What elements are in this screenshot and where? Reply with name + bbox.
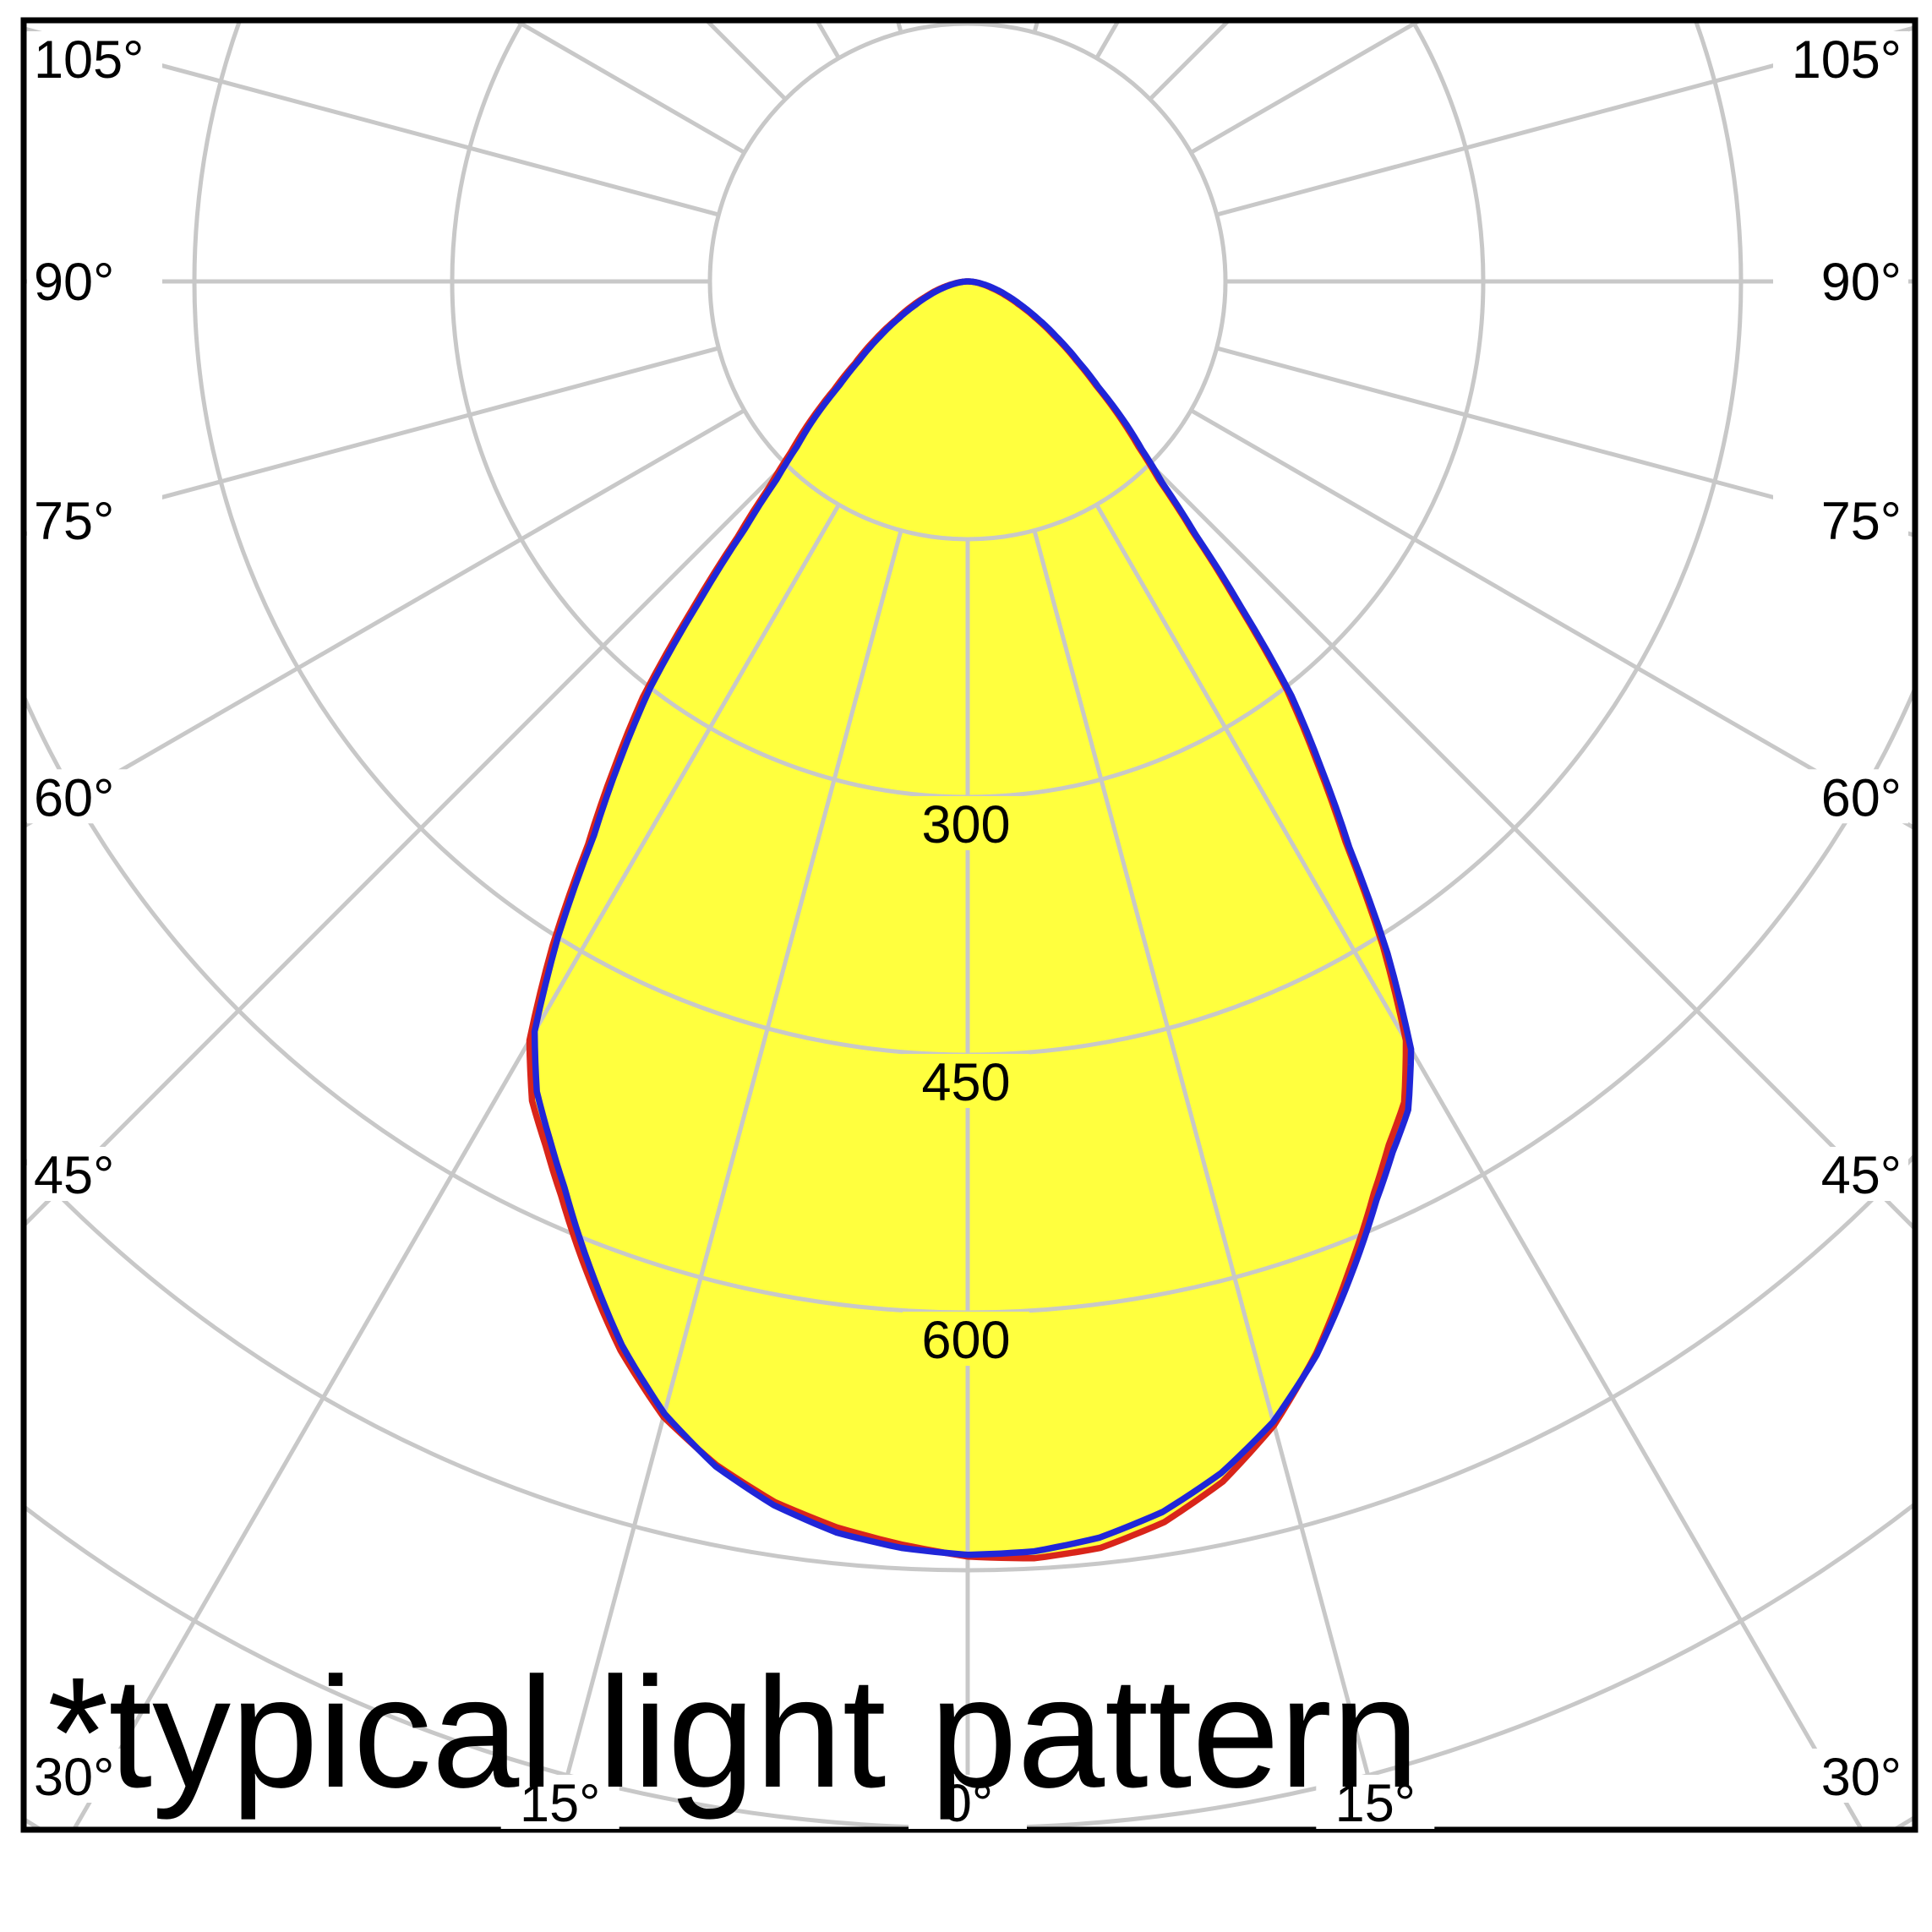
angle-label-right: 105° <box>1792 30 1902 90</box>
angle-label-right: 45° <box>1821 1146 1902 1205</box>
angle-label-bottom: 0° <box>942 1774 993 1833</box>
angle-label-bottom: 15° <box>520 1774 600 1833</box>
angle-label-right: 90° <box>1821 253 1902 312</box>
angle-label-bottom: 15° <box>1335 1774 1416 1833</box>
angle-label-left: 90° <box>34 253 114 312</box>
angle-label-left: 30° <box>34 1748 114 1807</box>
typical-light-pattern-note: *typical light pattern <box>47 1645 1420 1820</box>
angle-label-left: 60° <box>34 768 114 827</box>
radial-tick-labels: 300 450 600 <box>903 795 1029 1370</box>
angle-label-right: 60° <box>1821 768 1902 827</box>
angle-label-right: 30° <box>1821 1748 1902 1807</box>
curve-blue <box>531 278 1415 1558</box>
radial-tick-label: 600 <box>921 1311 1010 1370</box>
angle-label-right: 75° <box>1821 492 1902 551</box>
radial-tick-label: 450 <box>921 1053 1010 1112</box>
angle-label-left: 105° <box>34 30 144 90</box>
plot-border <box>20 17 1918 1833</box>
angle-tick-labels: 105° 105° 90° 90° 75° 75° 60° 60° 45° 45° 30° 30° 15… <box>27 30 1908 1833</box>
angle-label-left: 75° <box>34 492 114 551</box>
radial-tick-label: 300 <box>921 795 1010 854</box>
angle-label-left: 45° <box>34 1146 114 1205</box>
